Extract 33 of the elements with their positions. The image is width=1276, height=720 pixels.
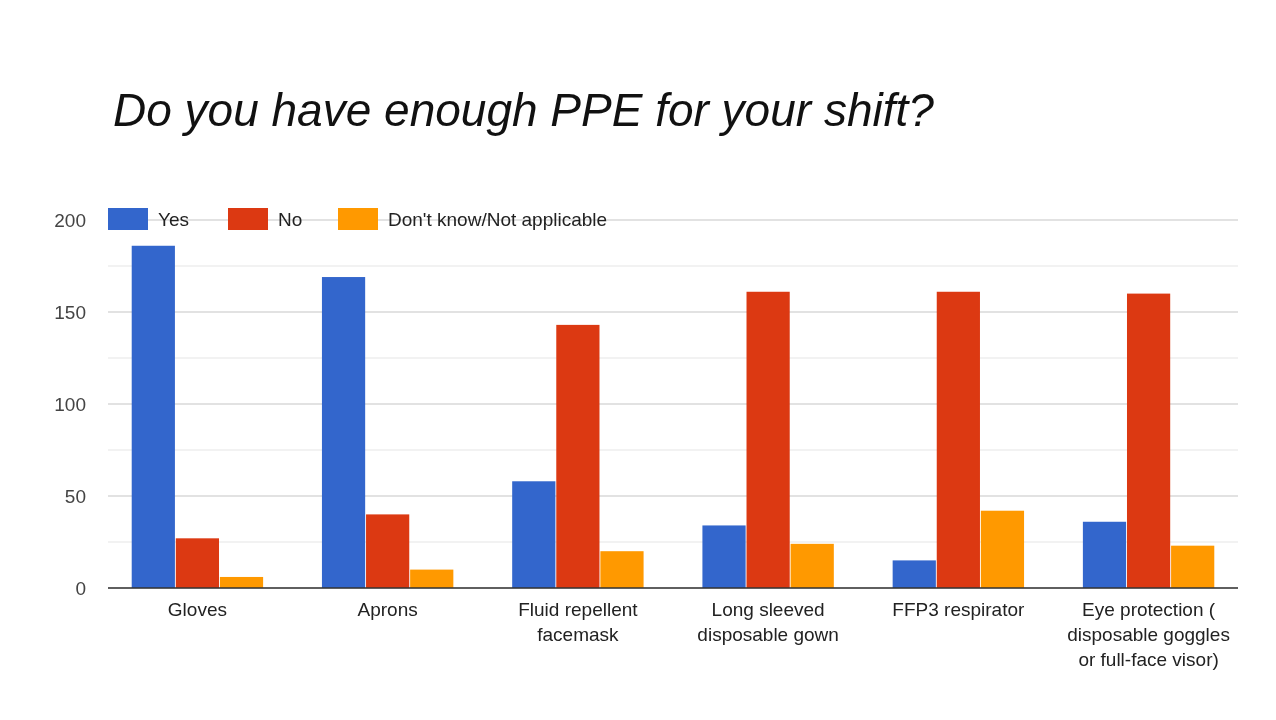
bar [219, 576, 264, 588]
x-tick-label: Eye protection ( disposable goggles or full-face visor) [1067, 599, 1230, 670]
bar [746, 291, 790, 588]
chart-title: Do you have enough PPE for your shift? [113, 84, 935, 136]
y-tick-label: 0 [75, 577, 86, 599]
y-tick-label: 150 [54, 301, 86, 323]
bar [980, 510, 1025, 588]
x-tick-label: Aprons [357, 599, 418, 620]
bar [366, 514, 410, 588]
bar [410, 569, 454, 588]
legend-label: Don't know/Not applicable [388, 208, 608, 230]
bar [512, 481, 556, 588]
x-tick-label: Gloves [167, 599, 227, 620]
bar [702, 525, 746, 588]
bar [936, 291, 980, 588]
bar [892, 560, 936, 588]
x-tick-label: Long sleeved disposable gown [697, 599, 839, 645]
legend-label: No [278, 208, 303, 230]
bar [790, 543, 834, 588]
bar [1126, 293, 1171, 588]
bar [175, 538, 220, 588]
bar [131, 245, 175, 588]
y-tick-label: 100 [54, 393, 86, 415]
x-tick-label: FFP3 respirator [892, 599, 1026, 620]
bar [1171, 545, 1215, 588]
y-tick-label: 50 [64, 485, 86, 507]
bar [556, 324, 600, 588]
bar [600, 551, 644, 588]
y-tick-label: 200 [54, 209, 86, 231]
legend-label: Yes [158, 208, 189, 230]
bar [321, 277, 366, 588]
bar [1082, 521, 1127, 588]
x-tick-label: Fluid repellent facemask [518, 599, 639, 645]
